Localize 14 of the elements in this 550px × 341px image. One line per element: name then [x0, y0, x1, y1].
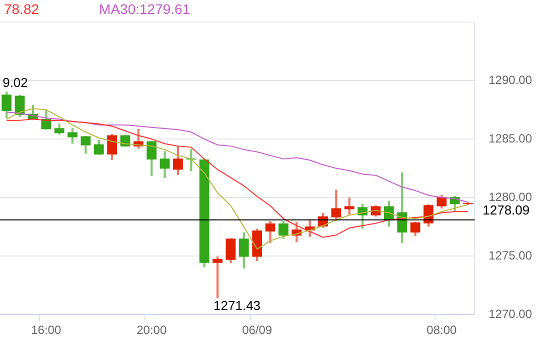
x-tick-label: 20:00: [136, 323, 167, 338]
x-tick-label: 08:00: [426, 323, 458, 338]
y-tick-label: 1290.00: [488, 72, 532, 87]
x-tick-label: 16:00: [31, 323, 62, 338]
y-tick-label: 1270.00: [488, 306, 532, 321]
y-tick-label: 1275.00: [488, 248, 532, 262]
text: MA30:1279.61: [99, 0, 190, 17]
annotation: 9.02: [2, 75, 28, 90]
annotation: 1271.43: [214, 298, 261, 313]
ref-line-label: 1278.09: [482, 202, 530, 218]
x-tick-label: 06/09: [242, 323, 272, 338]
y-tick-label: 1285.00: [488, 131, 532, 146]
text: 78.82: [4, 0, 40, 17]
y-tick-label: 1280.00: [488, 190, 532, 204]
